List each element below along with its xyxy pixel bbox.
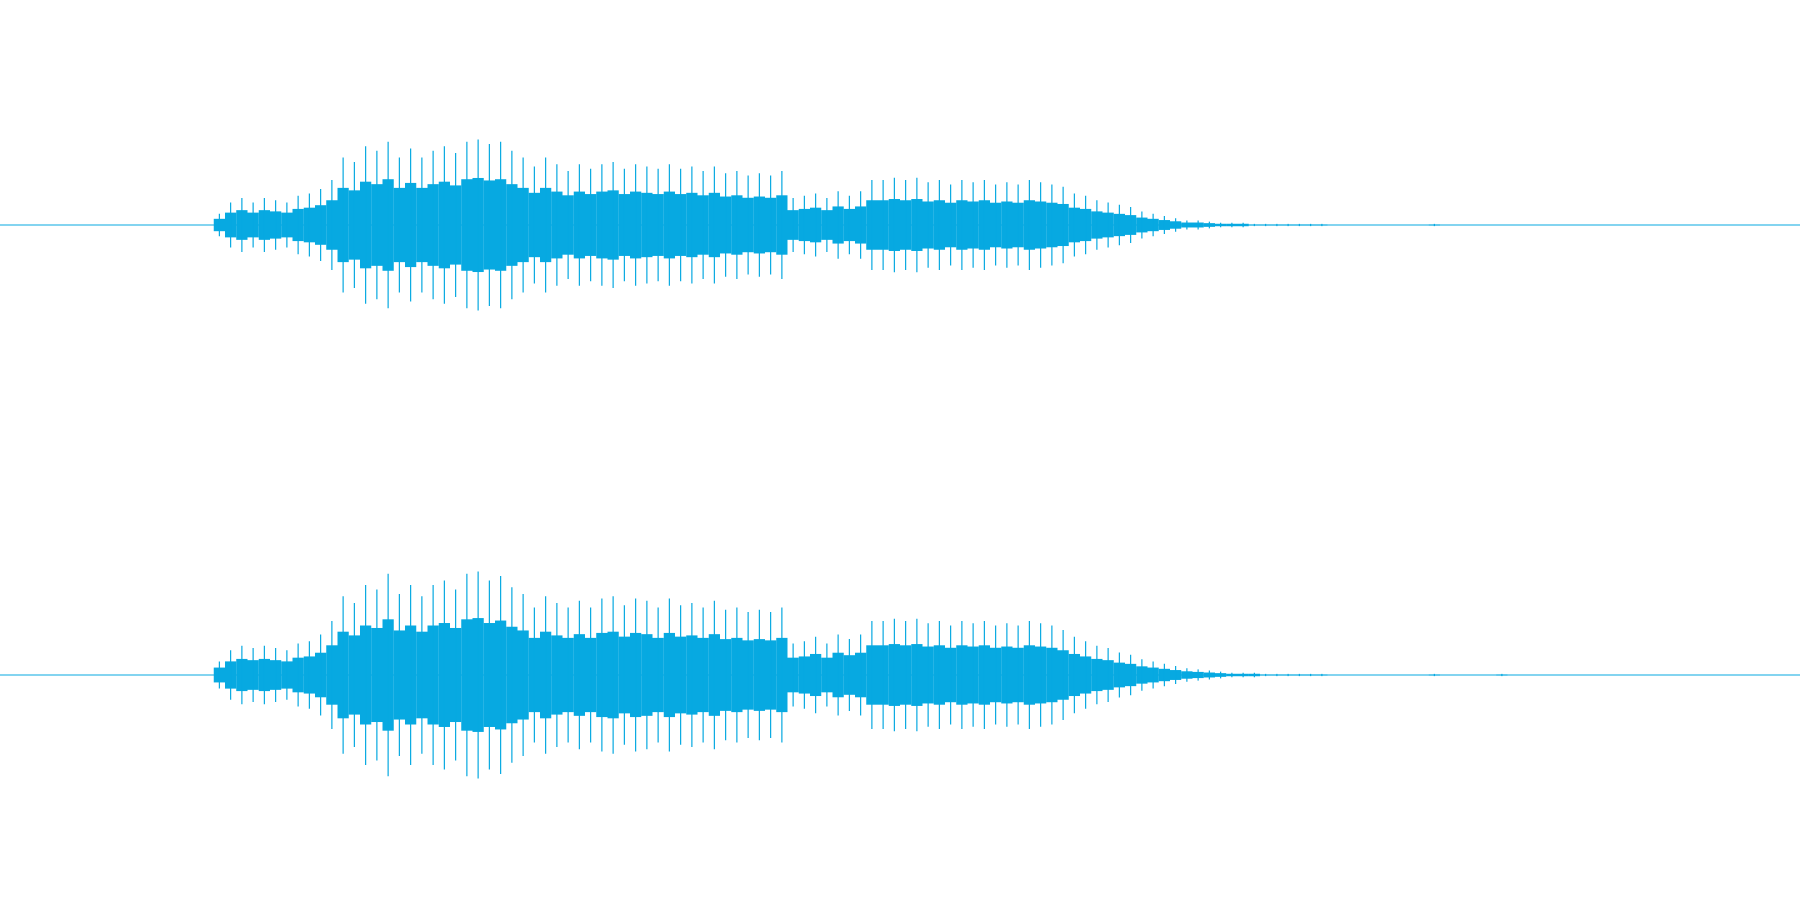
waveform-view bbox=[0, 139, 1800, 779]
page: (() => { const data = JSON.parse(documen… bbox=[0, 139, 1800, 779]
